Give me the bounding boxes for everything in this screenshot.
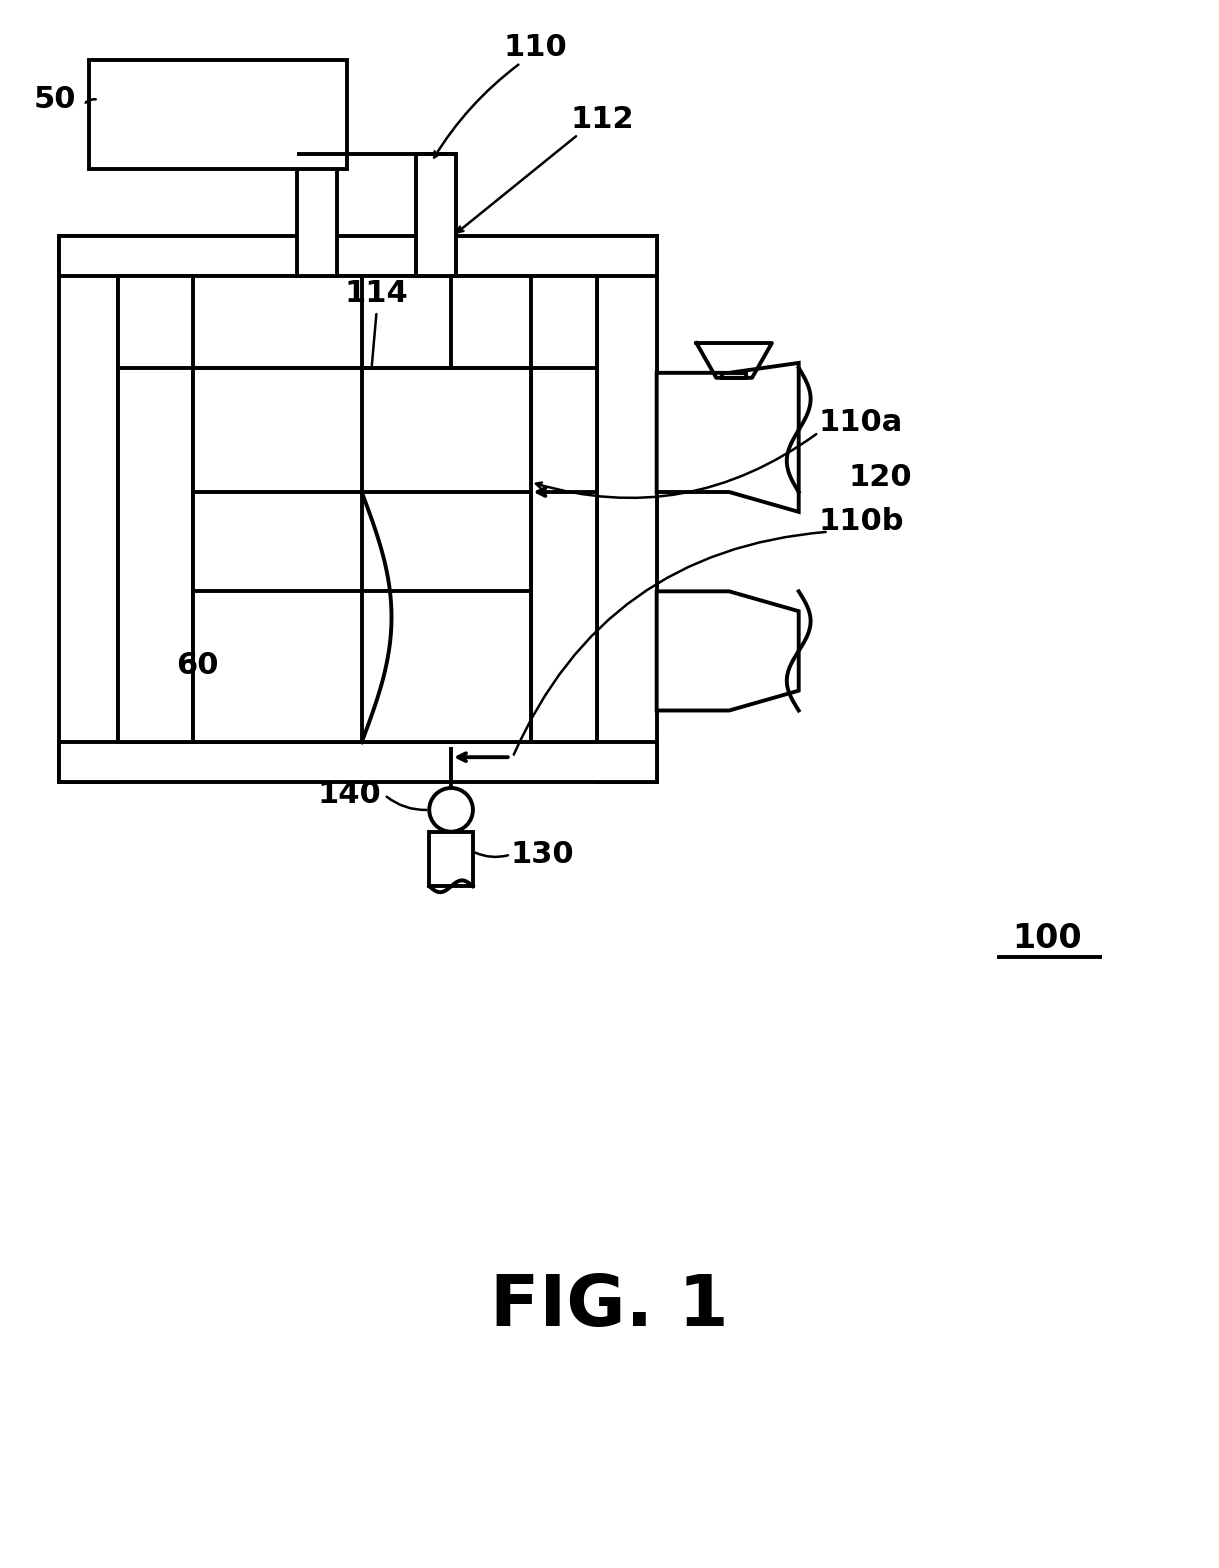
Bar <box>417 154 456 276</box>
Polygon shape <box>657 591 798 710</box>
Bar <box>118 276 193 742</box>
Bar <box>59 742 657 782</box>
Bar <box>429 831 473 886</box>
Text: 112: 112 <box>570 105 634 135</box>
Text: 110b: 110b <box>819 508 904 536</box>
Bar <box>193 368 530 742</box>
Bar <box>722 373 746 378</box>
Text: 130: 130 <box>511 840 574 869</box>
Bar <box>59 235 657 276</box>
Text: 120: 120 <box>848 463 912 492</box>
Text: 110: 110 <box>503 33 567 61</box>
Bar <box>297 154 336 276</box>
Bar <box>89 60 347 169</box>
Polygon shape <box>657 362 798 511</box>
Bar <box>530 276 597 742</box>
Text: FIG. 1: FIG. 1 <box>490 1272 728 1341</box>
Bar <box>59 235 118 782</box>
Bar <box>118 276 597 368</box>
Text: 50: 50 <box>34 85 77 114</box>
Text: 114: 114 <box>345 279 408 307</box>
Text: 110a: 110a <box>819 408 903 437</box>
Text: 100: 100 <box>1012 922 1081 955</box>
Bar <box>597 235 657 782</box>
Text: 140: 140 <box>318 781 382 809</box>
Text: 60: 60 <box>177 651 219 681</box>
